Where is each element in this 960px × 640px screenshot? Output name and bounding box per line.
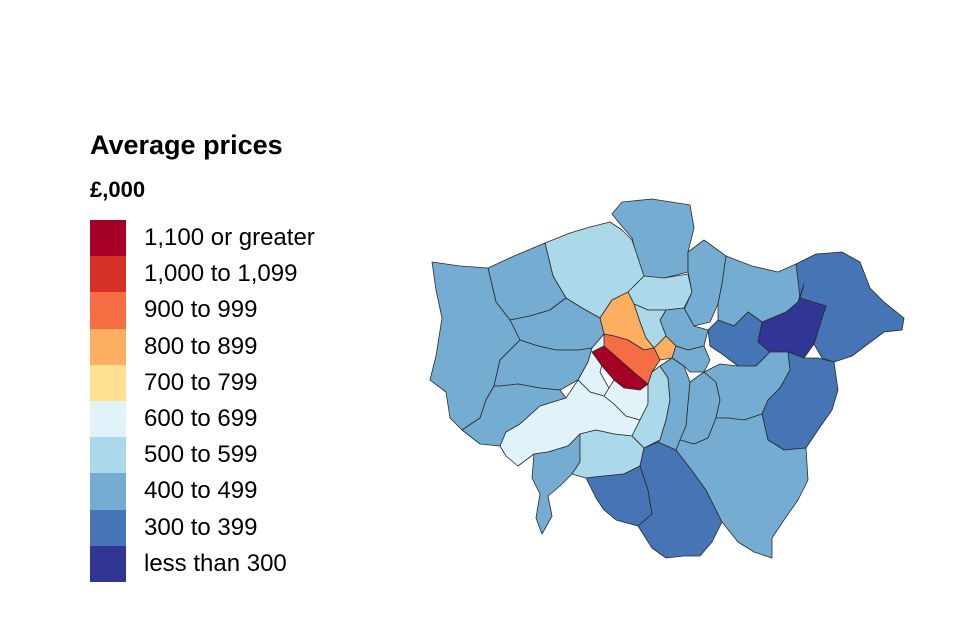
legend-item: 300 to 399 xyxy=(90,509,315,546)
legend-item: 700 to 799 xyxy=(90,364,315,401)
legend-label: 500 to 599 xyxy=(144,441,258,469)
westminster-region xyxy=(603,333,661,385)
legend-list: 1,100 or greater 1,000 to 1,099 900 to 999… xyxy=(90,220,315,582)
legend-swatch xyxy=(90,509,126,546)
legend-label: 400 to 499 xyxy=(144,477,258,505)
legend-label: 1,000 to 1,099 xyxy=(144,260,298,288)
legend-item: 500 to 599 xyxy=(90,437,315,474)
legend-title: Average prices xyxy=(90,130,283,160)
legend-label: 1,100 or greater xyxy=(144,224,315,252)
map-legend: Average prices £,000 1,100 or greater 1,0… xyxy=(90,128,315,582)
legend-swatch xyxy=(90,437,126,474)
legend-item: 1,100 or greater xyxy=(90,220,315,257)
legend-swatch xyxy=(90,220,126,257)
legend-item: 1,000 to 1,099 xyxy=(90,256,315,293)
legend-swatch xyxy=(90,256,126,293)
legend-unit: £,000 xyxy=(90,177,146,202)
legend-swatch xyxy=(90,473,126,510)
legend-swatch xyxy=(90,292,126,329)
legend-item: 600 to 699 xyxy=(90,400,315,438)
legend-label: 700 to 799 xyxy=(144,368,258,396)
waltham-forest-region xyxy=(683,239,727,327)
legend-item: 400 to 499 xyxy=(90,473,315,510)
legend-label: 800 to 899 xyxy=(144,332,258,360)
legend-label: 600 to 699 xyxy=(144,405,258,433)
legend-item: 800 to 899 xyxy=(90,328,315,365)
legend-label: 900 to 999 xyxy=(144,296,258,324)
legend-item: less than 300 xyxy=(90,545,315,582)
legend-label: less than 300 xyxy=(144,549,287,577)
legend-swatch xyxy=(90,545,126,582)
legend-label: 300 to 399 xyxy=(144,513,258,541)
bromley-region xyxy=(675,413,809,559)
newham-region xyxy=(707,311,771,367)
legend-swatch xyxy=(90,328,126,365)
legend-swatch xyxy=(90,364,126,401)
legend-swatch xyxy=(90,400,126,438)
legend-item: 900 to 999 xyxy=(90,292,315,329)
